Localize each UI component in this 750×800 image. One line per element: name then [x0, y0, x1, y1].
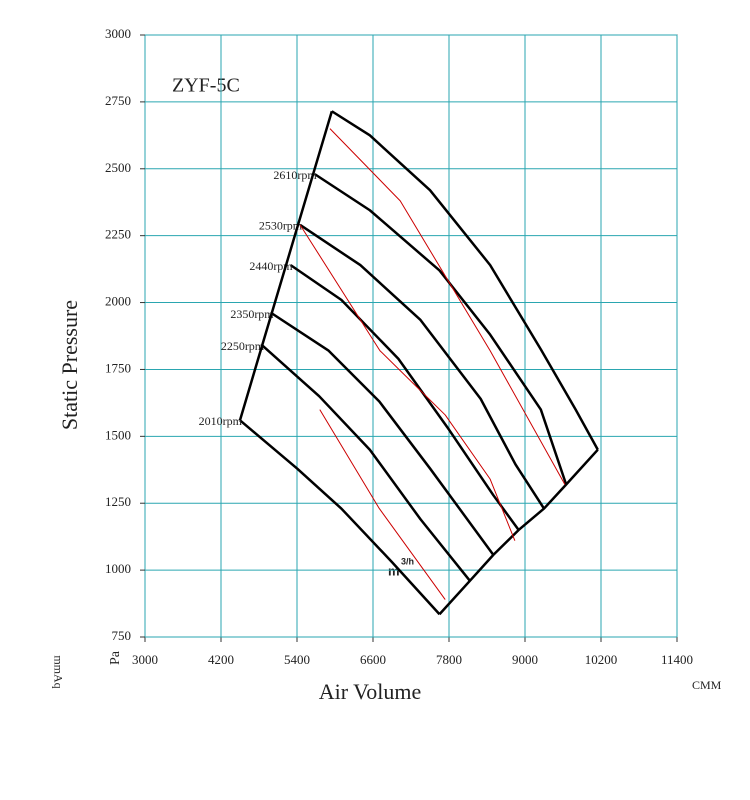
x-tick-label: 10200 — [585, 652, 618, 667]
curve — [329, 128, 566, 485]
curve — [239, 419, 441, 616]
y-axis-label: Static Pressure — [57, 300, 82, 430]
y-tick-label: 1750 — [105, 360, 131, 375]
rpm-label: 2610rpm — [273, 168, 317, 182]
y-tick-label: 1500 — [105, 427, 131, 442]
y-unit: Pa — [108, 650, 123, 665]
y-tick-label: 2000 — [105, 294, 131, 309]
y-tick-label: 2750 — [105, 93, 131, 108]
chart-title: ZYF-5C — [172, 75, 240, 97]
rpm-label: 2010rpm — [199, 414, 243, 428]
curve — [299, 223, 546, 510]
x-tick-label: 5400 — [284, 652, 310, 667]
y-tick-label: 2500 — [105, 160, 131, 175]
curve — [314, 173, 568, 485]
curve — [319, 409, 446, 600]
x-tick-label: 9000 — [512, 652, 538, 667]
rpm-label: 2440rpm — [249, 259, 293, 273]
y-tick-label: 750 — [112, 628, 132, 643]
curve — [238, 110, 334, 421]
curve — [331, 110, 599, 451]
curve — [270, 312, 495, 556]
y-unit-2: mmAq — [51, 655, 65, 688]
x-tick-label: 11400 — [661, 652, 693, 667]
y-tick-label: 1000 — [105, 561, 131, 576]
annotation-sup: 3/h — [401, 556, 414, 566]
annotation: m — [388, 563, 400, 578]
curve — [261, 344, 471, 582]
x-tick-label: 4200 — [208, 652, 234, 667]
curve — [438, 448, 599, 616]
curve — [299, 224, 516, 541]
rpm-label: 2250rpm — [221, 339, 265, 353]
x-tick-label: 6600 — [360, 652, 386, 667]
y-tick-label: 3000 — [105, 26, 131, 41]
y-tick-label: 1250 — [105, 494, 131, 509]
x-unit: CMM — [692, 678, 722, 692]
x-axis-label: Air Volume — [319, 679, 421, 704]
rpm-label: 2350rpm — [230, 307, 274, 321]
plot-frame — [144, 34, 678, 638]
x-tick-label: 7800 — [436, 652, 462, 667]
x-tick-label: 3000 — [132, 652, 158, 667]
rpm-label: 2530rpm — [259, 219, 303, 233]
y-tick-label: 2250 — [105, 227, 131, 242]
